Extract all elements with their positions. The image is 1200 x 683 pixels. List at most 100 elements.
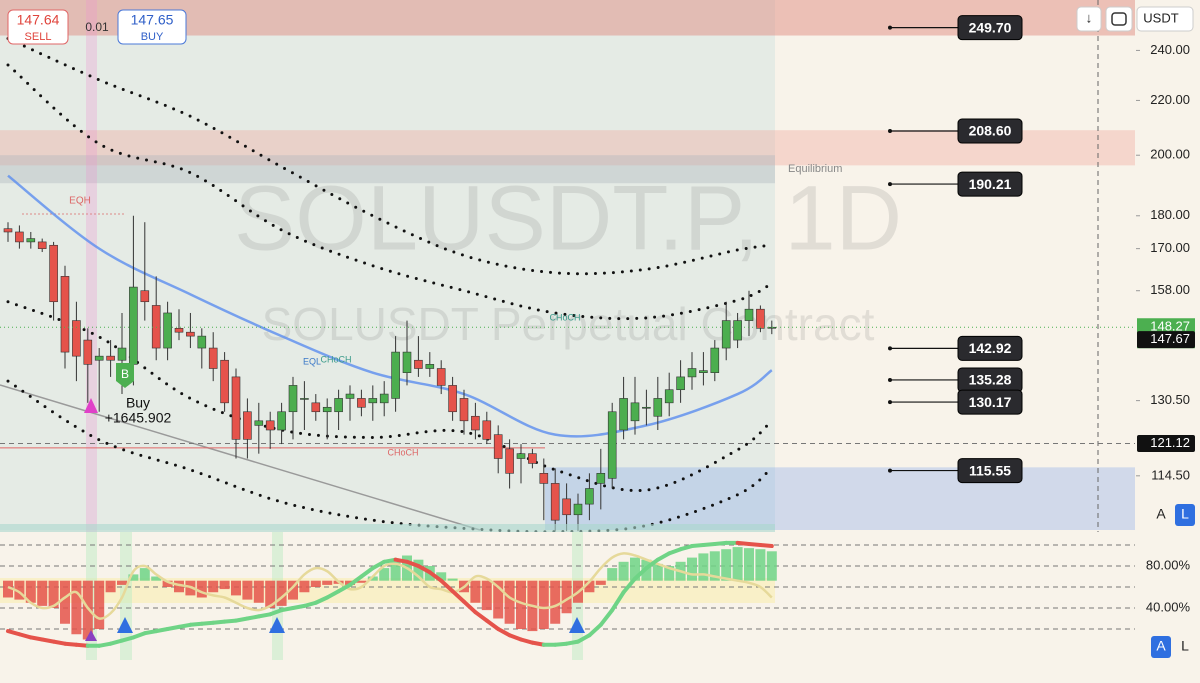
wave-segment — [633, 566, 649, 581]
log-scale[interactable]: L — [1181, 638, 1189, 654]
price-tag — [1137, 331, 1195, 349]
candle-body — [49, 244, 58, 303]
candle-body — [83, 339, 93, 365]
candle-body — [414, 359, 423, 369]
annotation: Buy — [126, 395, 150, 411]
y-tick-label: 200.00 — [1150, 147, 1190, 162]
histogram-bar — [595, 580, 606, 585]
candle-body — [630, 402, 640, 422]
candle-body — [573, 503, 583, 516]
wave-segment — [576, 633, 592, 644]
level-dot — [888, 400, 892, 405]
y-tick-label: 220.00 — [1150, 92, 1190, 107]
currency: USDT — [1143, 10, 1178, 25]
histogram-bar — [231, 580, 241, 596]
wave-segment — [359, 566, 375, 579]
histogram-bar — [265, 580, 276, 608]
buy-button[interactable]: 147.65 BUY — [117, 9, 187, 45]
candle-body — [459, 398, 469, 422]
histogram-bar — [652, 563, 663, 581]
log-scale[interactable]: L — [1181, 506, 1189, 522]
candle-body — [596, 473, 606, 484]
sell-price: 147.64 — [17, 12, 60, 28]
wave-segment — [131, 631, 147, 640]
level-dot — [888, 182, 892, 187]
histogram-bar — [37, 580, 48, 606]
wave-segment — [370, 559, 387, 571]
histogram-bar — [504, 580, 515, 624]
price-tag-label: 148.27 — [1150, 319, 1190, 334]
wave-segment — [416, 564, 432, 575]
histogram-bar — [709, 551, 720, 581]
y-tick-label: 130.50 — [1150, 392, 1190, 407]
annotation: Equilibrium — [788, 163, 842, 175]
signal-marker — [85, 630, 97, 641]
buy-badge — [116, 363, 134, 388]
histogram-bar — [516, 580, 526, 629]
histogram-bar — [71, 580, 82, 635]
watermark: SOLUSDT.P, 1D — [234, 167, 902, 269]
histogram-bar — [561, 580, 572, 614]
candle-body — [357, 398, 366, 408]
sell-button[interactable]: 147.64 SELL — [7, 9, 69, 45]
histogram-bar — [322, 580, 333, 585]
candle-body — [334, 398, 343, 413]
histogram-bar — [698, 553, 709, 581]
candle-body — [744, 308, 754, 321]
level-box — [957, 15, 1023, 41]
level-box — [957, 389, 1023, 415]
wave-segment — [268, 608, 284, 617]
histogram-bar — [3, 580, 13, 598]
candle-body — [721, 320, 731, 349]
auto-button[interactable] — [1151, 636, 1171, 658]
histogram-bar — [82, 580, 93, 640]
histogram-bar — [367, 576, 378, 581]
reset-button[interactable] — [1105, 6, 1133, 32]
histogram-bar — [766, 551, 777, 581]
histogram-bar — [687, 557, 697, 581]
candle-body — [676, 376, 685, 391]
level-label: 190.21 — [969, 176, 1012, 192]
currency-button[interactable]: USDT — [1136, 6, 1194, 32]
quantity[interactable]: 0.01 — [85, 20, 109, 34]
y-tick-label: 158.00 — [1150, 282, 1190, 297]
zone — [0, 130, 1135, 166]
wave-segment — [462, 599, 478, 615]
candle-body — [72, 320, 81, 357]
candle-body — [642, 406, 651, 409]
signal-marker — [117, 617, 133, 633]
auto-scale[interactable]: A — [1156, 506, 1166, 522]
y-tick-label: 240.00 — [1150, 42, 1190, 57]
histogram-bar — [470, 580, 481, 603]
annotation: EQH — [69, 196, 91, 207]
candle-body — [265, 420, 275, 431]
band-line — [6, 63, 774, 321]
level-dot — [888, 377, 892, 382]
candle-body — [687, 368, 697, 378]
wave-segment — [405, 559, 421, 568]
annotation: CHoCH — [387, 447, 418, 457]
histogram-bar — [105, 580, 116, 593]
histogram-bar — [630, 557, 640, 581]
candle-body — [756, 308, 765, 329]
candle-body — [174, 327, 184, 333]
wave-segment — [496, 627, 512, 638]
histogram-bar — [48, 580, 59, 608]
candle-body — [585, 488, 594, 505]
wave-segment — [336, 582, 352, 594]
candle-body — [767, 326, 777, 329]
candle-body — [425, 364, 435, 369]
trendline — [0, 384, 481, 531]
candle-body — [710, 347, 720, 373]
svg-text:↓: ↓ — [1086, 10, 1093, 26]
log-button[interactable] — [1175, 504, 1195, 526]
y-tick-label: 170.00 — [1150, 240, 1190, 255]
wave-segment — [450, 589, 466, 604]
histogram-bar — [60, 580, 70, 624]
scroll-button[interactable]: ↓ — [1076, 6, 1102, 32]
y-tick-label: 40.00% — [1146, 599, 1191, 614]
auto-scale[interactable]: A — [1156, 638, 1166, 654]
candle-body — [140, 290, 150, 303]
histogram-bar — [14, 580, 25, 600]
signal-marker — [84, 398, 98, 413]
